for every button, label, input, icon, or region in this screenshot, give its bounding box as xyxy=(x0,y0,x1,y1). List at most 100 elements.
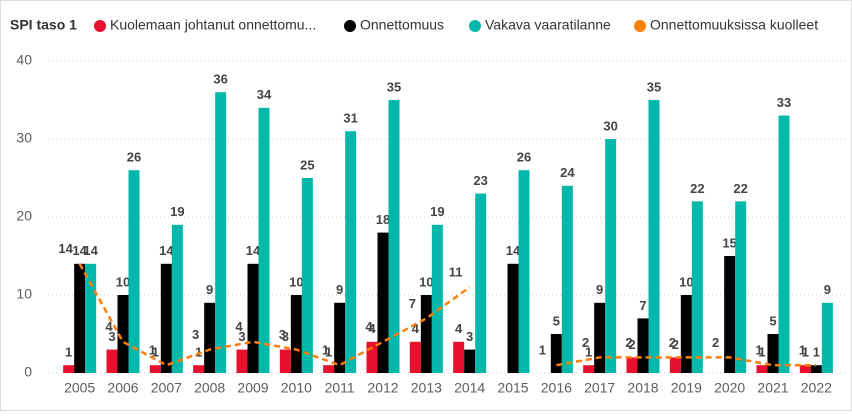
data-label: 19 xyxy=(430,204,444,219)
bar xyxy=(171,224,183,373)
x-tick-label: 2019 xyxy=(671,380,702,396)
bar xyxy=(561,185,573,373)
line-label: 2 xyxy=(669,335,676,350)
y-tick-label: 10 xyxy=(16,286,32,302)
data-label: 24 xyxy=(560,165,575,180)
data-label: 26 xyxy=(127,150,141,165)
bar xyxy=(756,365,768,373)
line-label: 2 xyxy=(712,335,719,350)
bar xyxy=(767,334,779,373)
bar xyxy=(279,349,291,373)
data-label: 1 xyxy=(325,345,332,360)
x-tick-label: 2017 xyxy=(584,380,615,396)
data-label: 4 xyxy=(412,321,420,336)
bar xyxy=(464,349,476,373)
data-label: 14 xyxy=(159,243,174,258)
x-tick-label: 2021 xyxy=(757,380,788,396)
bar xyxy=(290,295,302,373)
data-label: 5 xyxy=(769,313,776,328)
bar xyxy=(799,365,811,373)
bar xyxy=(475,193,487,373)
line-label: 14 xyxy=(58,241,73,256)
data-label: 22 xyxy=(690,181,704,196)
bar xyxy=(247,263,259,373)
bar xyxy=(74,263,86,373)
data-label: 1 xyxy=(65,345,72,360)
line-label: 1 xyxy=(149,343,156,358)
bar xyxy=(583,365,595,373)
data-label: 10 xyxy=(419,274,433,289)
line-label: 3 xyxy=(192,327,199,342)
data-label: 2 xyxy=(672,337,679,352)
chart-title: SPI taso 1 xyxy=(10,17,77,33)
bar xyxy=(149,365,161,373)
line-label: 2 xyxy=(625,335,632,350)
bar xyxy=(431,224,443,373)
bar xyxy=(236,349,248,373)
bar xyxy=(334,302,346,373)
line-label: 3 xyxy=(279,327,286,342)
data-label: 4 xyxy=(455,321,463,336)
bar xyxy=(669,357,681,373)
y-tick-label: 40 xyxy=(16,52,32,68)
bar xyxy=(724,256,736,373)
line xyxy=(78,263,471,367)
data-label: 4 xyxy=(368,321,376,336)
bar xyxy=(215,92,227,373)
y-tick-label: 0 xyxy=(24,364,32,380)
data-label: 33 xyxy=(777,95,791,110)
line xyxy=(556,356,817,367)
data-label: 3 xyxy=(108,329,115,344)
data-label: 18 xyxy=(376,212,390,227)
data-label: 23 xyxy=(473,173,487,188)
bar xyxy=(377,232,389,373)
data-label: 5 xyxy=(553,313,560,328)
data-label: 1 xyxy=(802,345,809,360)
data-label: 30 xyxy=(603,118,617,133)
bar xyxy=(160,263,172,373)
data-label: 3 xyxy=(238,329,245,344)
data-label: 25 xyxy=(300,157,314,172)
bar xyxy=(453,341,465,373)
data-label: 10 xyxy=(289,274,303,289)
x-tick-label: 2015 xyxy=(497,380,528,396)
bar xyxy=(810,365,822,373)
data-label: 14 xyxy=(246,243,261,258)
bar xyxy=(626,357,638,373)
bar xyxy=(106,349,118,373)
bar xyxy=(605,139,617,373)
line-label: 1 xyxy=(799,343,806,358)
bar xyxy=(409,341,421,373)
bar xyxy=(258,107,270,374)
data-label: 9 xyxy=(206,282,213,297)
legend-marker xyxy=(469,20,481,32)
line-label: 1 xyxy=(755,343,762,358)
legend-marker xyxy=(344,20,356,32)
bar xyxy=(648,100,660,373)
bar xyxy=(518,170,530,373)
bar xyxy=(735,201,747,373)
x-tick-label: 2014 xyxy=(454,380,485,396)
data-label: 26 xyxy=(517,150,531,165)
x-tick-label: 2008 xyxy=(194,380,225,396)
x-tick-label: 2005 xyxy=(64,380,95,396)
y-tick-label: 30 xyxy=(16,130,32,146)
bar xyxy=(366,341,378,373)
data-label: 1 xyxy=(813,345,820,360)
bar xyxy=(680,295,692,373)
bar xyxy=(821,302,833,373)
data-label: 1 xyxy=(758,345,765,360)
line-label: 4 xyxy=(365,319,373,334)
x-tick-label: 2022 xyxy=(801,380,832,396)
data-label: 34 xyxy=(257,87,272,102)
x-tick-label: 2007 xyxy=(151,380,182,396)
bar xyxy=(204,302,216,373)
data-label: 10 xyxy=(116,274,130,289)
bar xyxy=(594,302,606,373)
data-label: 1 xyxy=(195,345,202,360)
bar xyxy=(193,365,205,373)
bar xyxy=(778,115,790,373)
bar xyxy=(301,178,313,373)
data-label: 9 xyxy=(824,282,831,297)
